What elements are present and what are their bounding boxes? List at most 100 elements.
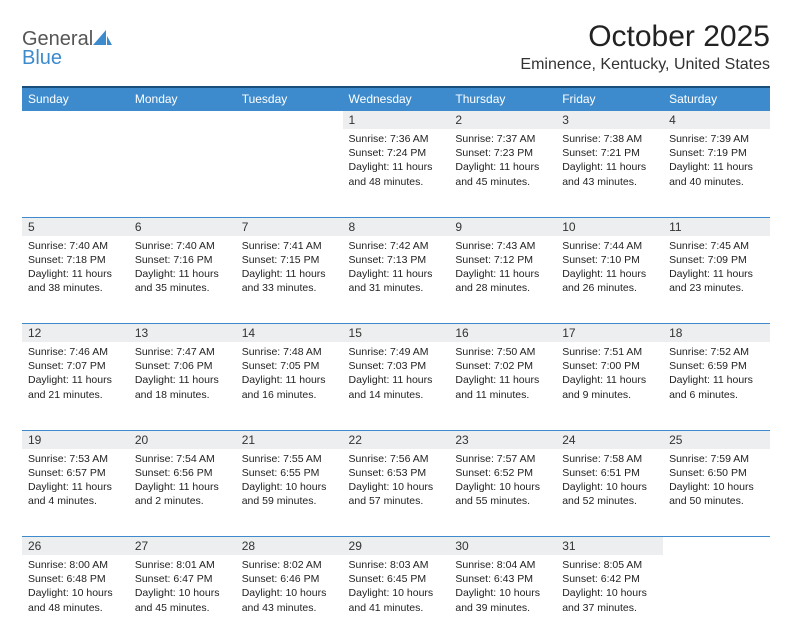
sunrise-line: Sunrise: 7:41 AM (242, 239, 337, 253)
sunrise-line: Sunrise: 8:00 AM (28, 558, 123, 572)
day-number-cell: 19 (22, 430, 129, 449)
sunrise-line: Sunrise: 7:59 AM (669, 452, 764, 466)
day-content-cell: Sunrise: 8:05 AMSunset: 6:42 PMDaylight:… (556, 555, 663, 643)
day-content-cell: Sunrise: 7:59 AMSunset: 6:50 PMDaylight:… (663, 449, 770, 537)
day-content-cell: Sunrise: 7:42 AMSunset: 7:13 PMDaylight:… (343, 236, 450, 324)
day-content-cell: Sunrise: 7:36 AMSunset: 7:24 PMDaylight:… (343, 129, 450, 217)
daylight-line: Daylight: 11 hours and 14 minutes. (349, 373, 444, 401)
sunset-line: Sunset: 6:47 PM (135, 572, 230, 586)
day-number-cell: 29 (343, 537, 450, 556)
sunrise-line: Sunrise: 8:03 AM (349, 558, 444, 572)
day-content-cell: Sunrise: 7:46 AMSunset: 7:07 PMDaylight:… (22, 342, 129, 430)
daylight-line: Daylight: 11 hours and 26 minutes. (562, 267, 657, 295)
day-number-row: 262728293031 (22, 537, 770, 556)
daylight-line: Daylight: 11 hours and 43 minutes. (562, 160, 657, 188)
day-content-cell: Sunrise: 7:49 AMSunset: 7:03 PMDaylight:… (343, 342, 450, 430)
day-number-cell: 14 (236, 324, 343, 343)
sunset-line: Sunset: 6:51 PM (562, 466, 657, 480)
sunset-line: Sunset: 6:42 PM (562, 572, 657, 586)
daylight-line: Daylight: 10 hours and 59 minutes. (242, 480, 337, 508)
day-content-cell: Sunrise: 7:40 AMSunset: 7:16 PMDaylight:… (129, 236, 236, 324)
day-header: Monday (129, 87, 236, 111)
daylight-line: Daylight: 11 hours and 11 minutes. (455, 373, 550, 401)
daylight-line: Daylight: 11 hours and 9 minutes. (562, 373, 657, 401)
sunrise-line: Sunrise: 7:42 AM (349, 239, 444, 253)
day-header: Friday (556, 87, 663, 111)
daylight-line: Daylight: 11 hours and 38 minutes. (28, 267, 123, 295)
daylight-line: Daylight: 11 hours and 6 minutes. (669, 373, 764, 401)
daylight-line: Daylight: 11 hours and 45 minutes. (455, 160, 550, 188)
sunset-line: Sunset: 6:46 PM (242, 572, 337, 586)
day-number-row: 12131415161718 (22, 324, 770, 343)
day-content-cell: Sunrise: 7:52 AMSunset: 6:59 PMDaylight:… (663, 342, 770, 430)
day-content-cell: Sunrise: 7:53 AMSunset: 6:57 PMDaylight:… (22, 449, 129, 537)
calendar-table: SundayMondayTuesdayWednesdayThursdayFrid… (22, 86, 770, 643)
day-header: Tuesday (236, 87, 343, 111)
sunset-line: Sunset: 7:05 PM (242, 359, 337, 373)
day-number-cell (129, 111, 236, 130)
logo-sail-icon (93, 30, 113, 49)
daylight-line: Daylight: 11 hours and 28 minutes. (455, 267, 550, 295)
day-number-cell: 20 (129, 430, 236, 449)
day-content-cell: Sunrise: 7:56 AMSunset: 6:53 PMDaylight:… (343, 449, 450, 537)
day-number-cell (22, 111, 129, 130)
logo-word2: Blue (22, 47, 62, 69)
day-content-cell: Sunrise: 8:03 AMSunset: 6:45 PMDaylight:… (343, 555, 450, 643)
sunrise-line: Sunrise: 8:02 AM (242, 558, 337, 572)
daylight-line: Daylight: 10 hours and 41 minutes. (349, 586, 444, 614)
sunset-line: Sunset: 6:59 PM (669, 359, 764, 373)
day-number-cell: 28 (236, 537, 343, 556)
sunset-line: Sunset: 7:07 PM (28, 359, 123, 373)
daylight-line: Daylight: 10 hours and 50 minutes. (669, 480, 764, 508)
day-number-cell: 25 (663, 430, 770, 449)
day-number-cell: 12 (22, 324, 129, 343)
month-title: October 2025 (520, 20, 770, 54)
daylight-line: Daylight: 10 hours and 52 minutes. (562, 480, 657, 508)
sunrise-line: Sunrise: 7:58 AM (562, 452, 657, 466)
day-header-row: SundayMondayTuesdayWednesdayThursdayFrid… (22, 87, 770, 111)
sunset-line: Sunset: 6:48 PM (28, 572, 123, 586)
sunset-line: Sunset: 7:12 PM (455, 253, 550, 267)
sunset-line: Sunset: 7:15 PM (242, 253, 337, 267)
day-number-cell: 10 (556, 217, 663, 236)
sunset-line: Sunset: 7:06 PM (135, 359, 230, 373)
sunrise-line: Sunrise: 7:40 AM (28, 239, 123, 253)
sunrise-line: Sunrise: 7:40 AM (135, 239, 230, 253)
daylight-line: Daylight: 11 hours and 23 minutes. (669, 267, 764, 295)
sunset-line: Sunset: 7:10 PM (562, 253, 657, 267)
sunset-line: Sunset: 6:43 PM (455, 572, 550, 586)
sunset-line: Sunset: 6:57 PM (28, 466, 123, 480)
daylight-line: Daylight: 10 hours and 55 minutes. (455, 480, 550, 508)
day-number-cell: 23 (449, 430, 556, 449)
sunrise-line: Sunrise: 7:53 AM (28, 452, 123, 466)
sunrise-line: Sunrise: 7:55 AM (242, 452, 337, 466)
day-number-cell: 26 (22, 537, 129, 556)
day-content-cell: Sunrise: 7:38 AMSunset: 7:21 PMDaylight:… (556, 129, 663, 217)
logo-text: General Blue (22, 30, 113, 67)
sunrise-line: Sunrise: 7:37 AM (455, 132, 550, 146)
day-content-cell (236, 129, 343, 217)
day-content-cell (129, 129, 236, 217)
day-content-cell: Sunrise: 7:37 AMSunset: 7:23 PMDaylight:… (449, 129, 556, 217)
day-number-cell: 8 (343, 217, 450, 236)
day-content-cell: Sunrise: 7:43 AMSunset: 7:12 PMDaylight:… (449, 236, 556, 324)
sunrise-line: Sunrise: 7:43 AM (455, 239, 550, 253)
day-number-row: 567891011 (22, 217, 770, 236)
day-content-row: Sunrise: 7:36 AMSunset: 7:24 PMDaylight:… (22, 129, 770, 217)
daylight-line: Daylight: 11 hours and 48 minutes. (349, 160, 444, 188)
sunset-line: Sunset: 6:45 PM (349, 572, 444, 586)
sunset-line: Sunset: 6:56 PM (135, 466, 230, 480)
sunset-line: Sunset: 7:13 PM (349, 253, 444, 267)
day-content-cell: Sunrise: 7:47 AMSunset: 7:06 PMDaylight:… (129, 342, 236, 430)
daylight-line: Daylight: 10 hours and 45 minutes. (135, 586, 230, 614)
day-header: Saturday (663, 87, 770, 111)
day-content-cell: Sunrise: 7:57 AMSunset: 6:52 PMDaylight:… (449, 449, 556, 537)
sunset-line: Sunset: 7:23 PM (455, 146, 550, 160)
day-number-cell: 30 (449, 537, 556, 556)
daylight-line: Daylight: 11 hours and 16 minutes. (242, 373, 337, 401)
sunrise-line: Sunrise: 7:39 AM (669, 132, 764, 146)
day-number-cell: 7 (236, 217, 343, 236)
day-number-cell: 21 (236, 430, 343, 449)
sunset-line: Sunset: 6:50 PM (669, 466, 764, 480)
sunrise-line: Sunrise: 7:50 AM (455, 345, 550, 359)
